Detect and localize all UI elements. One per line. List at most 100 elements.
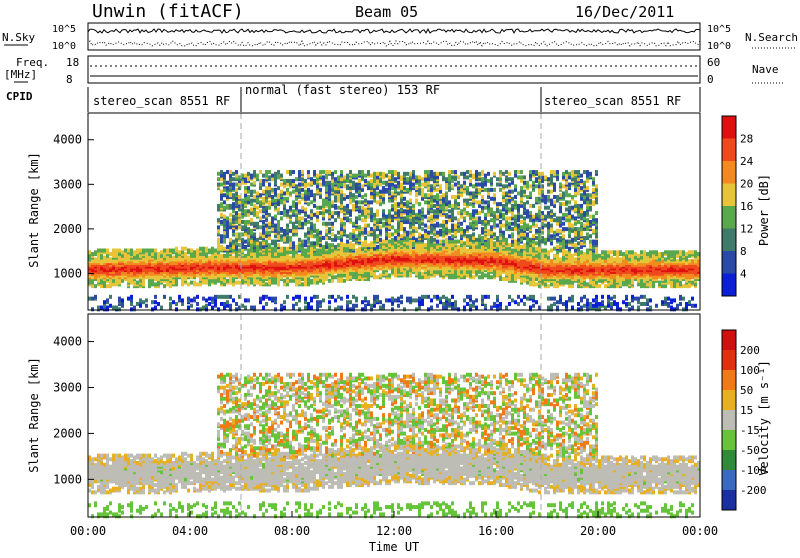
power-cell [295,177,298,182]
power-cell [247,237,250,242]
power-cell [283,212,286,217]
power-cell [373,303,376,308]
power-cell [262,241,265,246]
power-cell [283,232,286,237]
power-cell [247,234,250,239]
power-cell [421,187,424,192]
power-cell [316,205,319,210]
power-cell [445,219,448,224]
power-cell [370,232,373,237]
power-cell [289,255,292,260]
power-cell [244,209,247,214]
power-cell [130,252,133,257]
power-cell [229,307,232,312]
power-cell [316,280,319,285]
power-cell [310,278,313,283]
power-cell [469,221,472,226]
power-cell [442,207,445,212]
power-cell [271,202,274,207]
power-cell [457,202,460,207]
power-cell [316,184,319,189]
power-cell [334,252,337,257]
power-cell [277,227,280,232]
power-cell [475,209,478,214]
power-cell [454,239,457,244]
power-cell [217,207,220,212]
power-cell [379,171,382,176]
power-cell [484,294,487,299]
power-cell [355,234,358,239]
power-cell [244,177,247,182]
power-cell [337,184,340,189]
power-cell [421,216,424,221]
power-cell [466,239,469,244]
power-cell [328,170,331,175]
power-cell [469,182,472,187]
power-cell [376,244,379,249]
power-cell [406,236,409,241]
cpid-segment-3: stereo_scan 8551 RF [544,94,681,108]
power-cell [472,198,475,203]
power-cell [94,250,97,255]
power-cell [385,236,388,241]
power-cell [301,187,304,192]
power-cell [163,253,166,258]
power-cell [220,244,223,249]
power-cell [436,175,439,180]
power-cell [274,171,277,176]
power-cell [412,173,415,178]
power-cell [409,205,412,210]
power-cell [400,182,403,187]
power-cell [517,230,520,235]
power-cell [196,307,199,312]
power-cell [286,236,289,241]
power-cell [415,212,418,217]
power-cell [517,223,520,228]
power-cell [415,298,418,303]
power-cell [181,277,184,282]
power-cell [259,216,262,221]
power-cell [151,248,154,253]
power-cell [250,221,253,226]
power-cell [472,236,475,241]
power-cell [217,255,220,260]
power-cell [289,214,292,219]
power-cell [238,207,241,212]
power-cell [409,186,412,191]
power-cell [361,241,364,246]
power-cell [388,232,391,237]
power-cell [298,200,301,205]
power-cell [439,205,442,210]
power-cell [295,282,298,287]
cpid-segment-2: normal (fast stereo) 153 RF [245,83,440,97]
power-cell [376,186,379,191]
power-cell [463,184,466,189]
power-cell [331,182,334,187]
power-cell [241,303,244,308]
power-cell [508,198,511,203]
power-cell [304,178,307,183]
power-cell [484,303,487,308]
power-cell [262,207,265,212]
power-cell [280,227,283,232]
power-cell [445,303,448,308]
power-cell [265,239,268,244]
power-cell [121,278,124,283]
power-cell [277,193,280,198]
power-cell [223,214,226,219]
power-cell [145,248,148,253]
power-cell [400,268,403,273]
power-cell [265,223,268,228]
power-cell [493,223,496,228]
power-cell [265,193,268,198]
power-cell [439,184,442,189]
nsearch-tick-low: 10^0 [707,41,731,52]
power-cell [343,243,346,248]
power-cell [394,184,397,189]
power-cell [490,207,493,212]
power-cell [253,248,256,253]
power-cell [208,282,211,287]
power-cell [427,186,430,191]
power-cell [475,187,478,192]
power-cell [499,305,502,310]
